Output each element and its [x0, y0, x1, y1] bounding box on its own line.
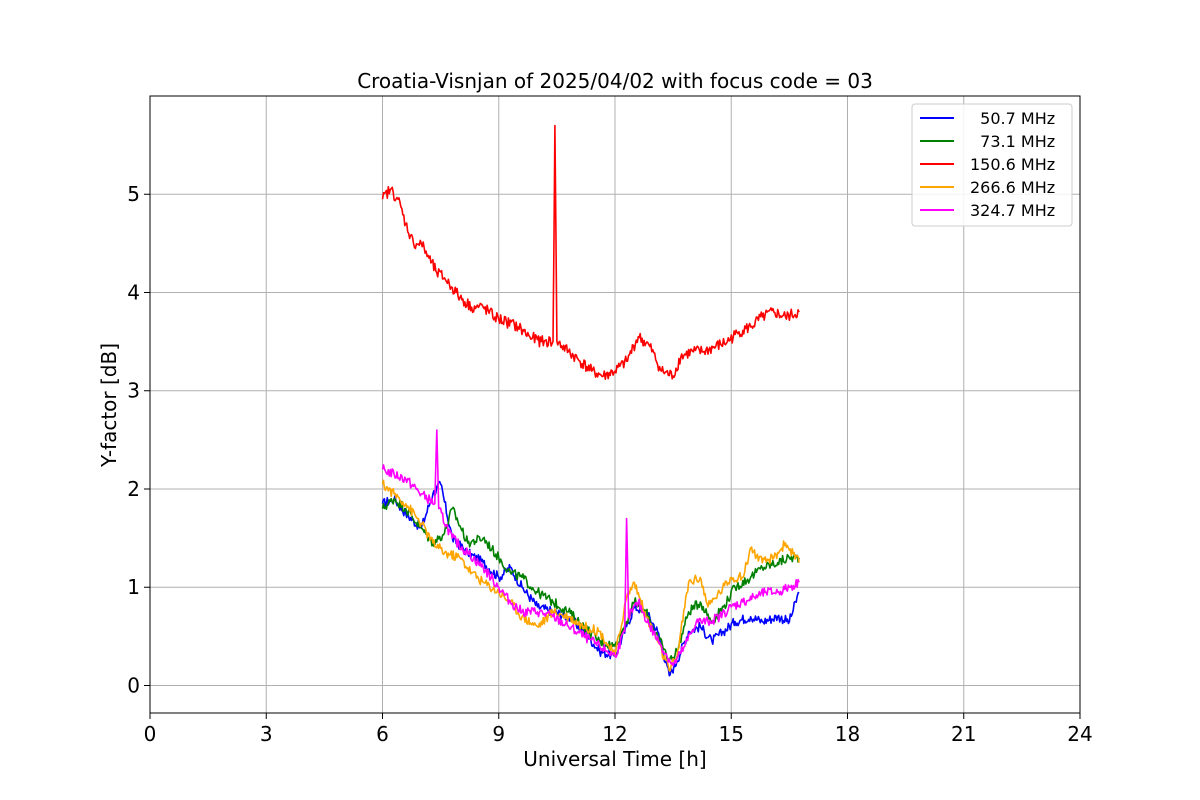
y-tick-label: 3	[127, 379, 140, 403]
x-tick-label: 18	[835, 722, 860, 746]
y-axis-title: Y-factor [dB]	[97, 343, 121, 468]
x-axis: 0 3 6 9 12 15 18 21 24	[144, 713, 1093, 746]
x-tick-label: 9	[492, 722, 505, 746]
x-tick-label: 12	[602, 722, 627, 746]
x-tick-label: 3	[260, 722, 273, 746]
y-tick-label: 4	[127, 280, 140, 304]
series-line	[381, 124, 800, 381]
y-tick-label: 0	[127, 673, 140, 697]
legend-label: 324.7 MHz	[970, 201, 1055, 220]
legend-label: 266.6 MHz	[970, 178, 1055, 197]
series-layer	[381, 124, 800, 677]
legend-label: 50.7 MHz	[970, 109, 1055, 128]
x-tick-label: 21	[951, 722, 976, 746]
y-tick-label: 5	[127, 182, 140, 206]
y-tick-label: 1	[127, 575, 140, 599]
legend-box	[911, 103, 1073, 227]
series-line	[381, 497, 800, 662]
x-tick-label: 24	[1067, 722, 1092, 746]
x-tick-label: 15	[719, 722, 744, 746]
series-line	[381, 429, 800, 667]
x-tick-label: 0	[144, 722, 157, 746]
x-axis-title: Universal Time [h]	[523, 747, 706, 771]
chart-title: Croatia-Visnjan of 2025/04/02 with focus…	[357, 69, 873, 93]
series-line	[381, 479, 800, 672]
x-tick-label: 6	[376, 722, 389, 746]
legend: 50.7 MHz 73.1 MHz 150.6 MHz 266.6 MHz 324.7…	[911, 103, 1073, 227]
legend-label: 150.6 MHz	[970, 155, 1055, 174]
y-axis: 0 1 2 3 4 5	[127, 182, 150, 697]
legend-label: 73.1 MHz	[970, 132, 1055, 151]
y-tick-label: 2	[127, 477, 140, 501]
